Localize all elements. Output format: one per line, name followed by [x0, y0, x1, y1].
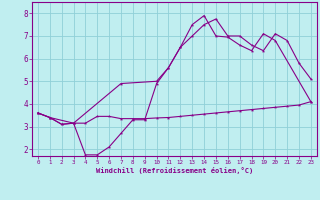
X-axis label: Windchill (Refroidissement éolien,°C): Windchill (Refroidissement éolien,°C)	[96, 167, 253, 174]
